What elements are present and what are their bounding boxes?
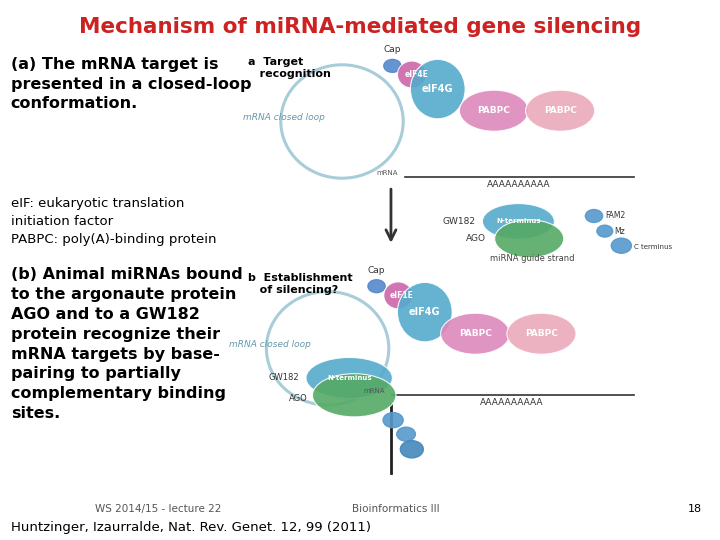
Text: FAM2: FAM2 [605, 212, 625, 220]
Circle shape [383, 413, 403, 428]
Text: miRNA guide strand: miRNA guide strand [490, 254, 574, 262]
Text: PABPC: PABPC [477, 106, 510, 115]
Text: PABPC: PABPC [544, 106, 577, 115]
Ellipse shape [507, 313, 576, 354]
Text: mRNA closed loop: mRNA closed loop [229, 340, 311, 349]
Text: mRNA closed loop: mRNA closed loop [243, 113, 325, 122]
Circle shape [368, 280, 385, 293]
Text: Cap: Cap [384, 45, 401, 54]
Text: 18: 18 [688, 504, 702, 514]
Ellipse shape [306, 357, 392, 399]
Text: PABPC: PABPC [525, 329, 558, 338]
Ellipse shape [410, 59, 465, 119]
Ellipse shape [397, 282, 452, 342]
Text: C terminus: C terminus [634, 244, 672, 250]
Circle shape [397, 427, 415, 441]
Circle shape [585, 210, 603, 222]
Text: Huntzinger, Izaurralde, Nat. Rev. Genet. 12, 99 (2011): Huntzinger, Izaurralde, Nat. Rev. Genet.… [11, 521, 371, 534]
Ellipse shape [441, 313, 510, 354]
Text: GW182: GW182 [268, 374, 299, 382]
Ellipse shape [312, 374, 396, 417]
Ellipse shape [384, 282, 413, 309]
Text: Bioinformatics III: Bioinformatics III [352, 504, 440, 514]
Text: N-terminus: N-terminus [327, 375, 372, 381]
Text: eIF: eukaryotic translation
initiation factor
PABPC: poly(A)-binding protein: eIF: eukaryotic translation initiation f… [11, 197, 216, 246]
Text: b  Establishment
   of silencing?: b Establishment of silencing? [248, 273, 353, 295]
Circle shape [597, 225, 613, 237]
Text: AGO: AGO [466, 234, 486, 243]
Text: mRNA: mRNA [363, 388, 384, 394]
Circle shape [384, 59, 401, 72]
Text: AAAAAAAAAA: AAAAAAAAAA [487, 180, 550, 189]
Text: WS 2014/15 - lecture 22: WS 2014/15 - lecture 22 [95, 504, 222, 514]
Text: AGO: AGO [289, 394, 308, 403]
Ellipse shape [397, 61, 426, 88]
Ellipse shape [459, 90, 528, 131]
Ellipse shape [482, 204, 554, 239]
Circle shape [611, 238, 631, 253]
Text: GW182: GW182 [442, 217, 475, 226]
Text: eIF4G: eIF4G [422, 84, 454, 94]
Text: eIF4E: eIF4E [404, 70, 428, 79]
Text: Cap: Cap [368, 266, 385, 275]
Text: (b) Animal miRNAs bound
to the argonaute protein
AGO and to a GW182
protein reco: (b) Animal miRNAs bound to the argonaute… [11, 267, 243, 421]
Text: mRNA: mRNA [377, 170, 398, 176]
Ellipse shape [495, 220, 564, 258]
Text: eIF4G: eIF4G [409, 307, 441, 317]
Text: Mechanism of miRNA-mediated gene silencing: Mechanism of miRNA-mediated gene silenci… [79, 17, 641, 37]
Text: Mz: Mz [614, 227, 625, 235]
Text: AAAAAAAAAA: AAAAAAAAAA [480, 399, 543, 407]
Text: PABPC: PABPC [459, 329, 492, 338]
Text: a  Target
   recognition: a Target recognition [248, 57, 331, 79]
Circle shape [400, 441, 423, 458]
Text: eIF1E: eIF1E [390, 291, 414, 300]
Ellipse shape [526, 90, 595, 131]
Text: N-terminus: N-terminus [496, 218, 541, 225]
Text: (a) The mRNA target is
presented in a closed-loop
conformation.: (a) The mRNA target is presented in a cl… [11, 57, 251, 111]
